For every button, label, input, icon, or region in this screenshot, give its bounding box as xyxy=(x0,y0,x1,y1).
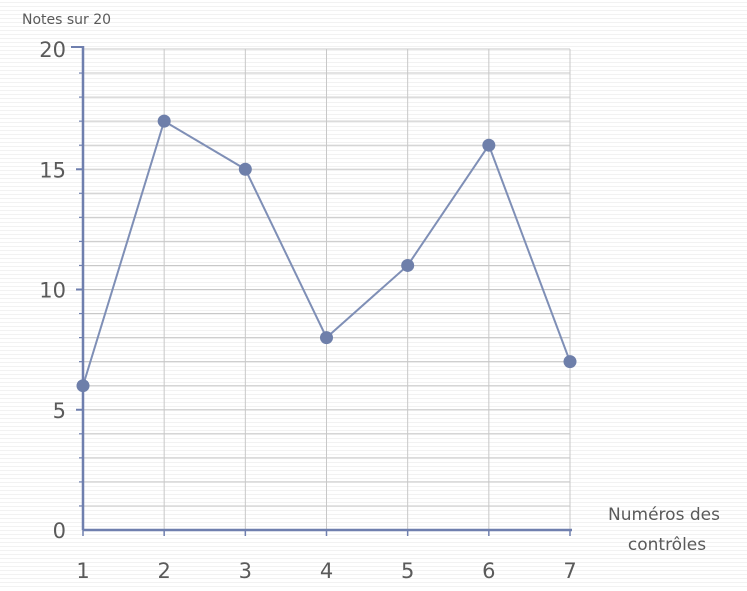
y-tick-label: 20 xyxy=(39,38,66,62)
data-point xyxy=(401,258,415,272)
x-tick-label: 4 xyxy=(320,559,333,583)
x-tick-label: 7 xyxy=(563,559,576,583)
y-tick-label: 0 xyxy=(53,519,66,543)
x-tick-label: 5 xyxy=(401,559,414,583)
tick-labels: 0 5 10 15 20 1 2 3 4 5 6 7 xyxy=(39,38,576,583)
x-tick-label: 3 xyxy=(239,559,252,583)
data-series xyxy=(76,114,577,393)
y-tick-label: 5 xyxy=(53,399,66,423)
data-point xyxy=(563,355,577,369)
y-axis-label: Notes sur 20 xyxy=(22,12,111,28)
y-tick-label: 15 xyxy=(39,158,66,182)
x-axis-label-line-1: Numéros des xyxy=(608,505,720,525)
data-point xyxy=(238,162,252,176)
x-tick-label: 1 xyxy=(76,559,89,583)
data-point xyxy=(320,331,333,345)
x-axis-label-line-2: contrôles xyxy=(628,535,706,555)
grid-lines xyxy=(83,48,571,530)
x-tick-label: 6 xyxy=(482,559,495,583)
data-point xyxy=(157,114,171,128)
y-tick-label: 10 xyxy=(39,279,66,303)
data-point xyxy=(482,138,496,152)
x-tick-label: 2 xyxy=(157,559,170,583)
data-point xyxy=(76,379,90,393)
